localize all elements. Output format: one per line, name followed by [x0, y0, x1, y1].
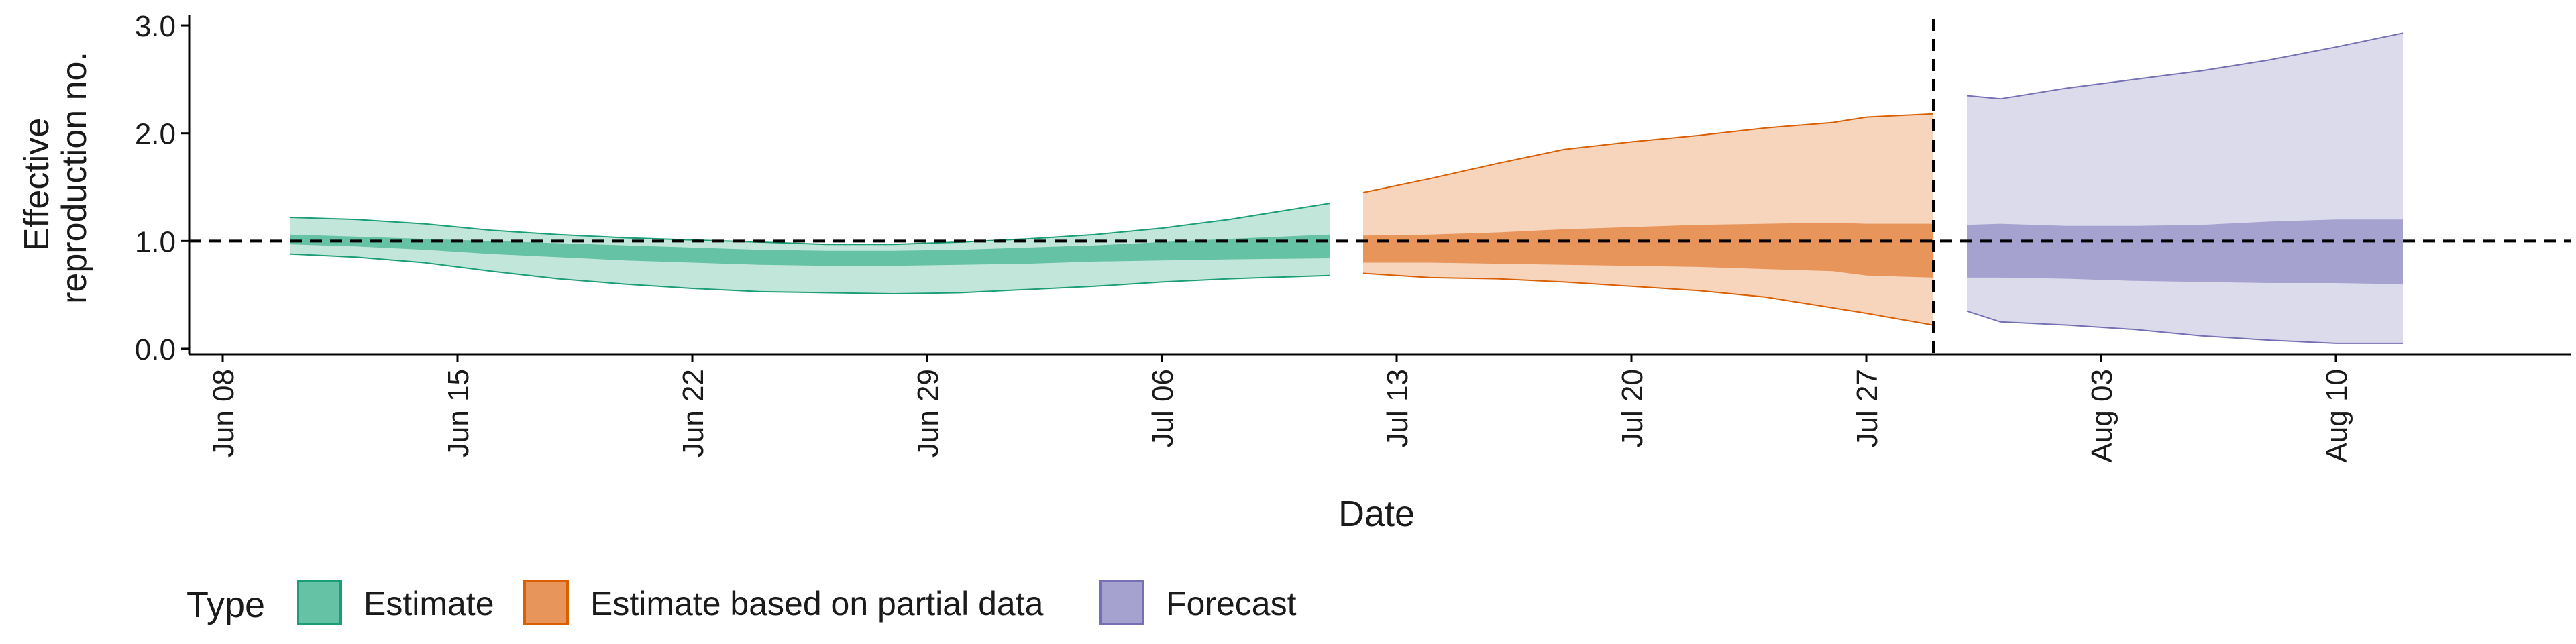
- series-forecast: [1966, 32, 2404, 344]
- y-axis-title-line-2: reproduction no.: [55, 52, 94, 304]
- y-tick-label: 2.0: [135, 118, 176, 151]
- x-tick-label: Jul 13: [1381, 369, 1414, 447]
- x-tick-label: Jul 06: [1146, 369, 1179, 447]
- legend-key-estimate-based-on-partial-data: [523, 580, 569, 625]
- x-tick-label: Jun 15: [442, 369, 475, 458]
- outer-lower-line: [1362, 272, 1934, 326]
- x-tick-label: Jun 08: [207, 369, 240, 458]
- legend-label-estimate: Estimate: [364, 585, 494, 623]
- y-tick-label: 1.0: [135, 225, 176, 258]
- x-tick-label: Jun 22: [677, 369, 710, 458]
- legend-label-forecast: Forecast: [1166, 585, 1297, 623]
- legend-key-forecast: [1099, 580, 1144, 625]
- outer-lower-line: [289, 253, 1330, 295]
- x-tick-label: Aug 03: [2086, 369, 2118, 462]
- legend-key-estimate: [297, 580, 342, 625]
- axes: 0.0 1.0 2.0 3.0 Jun 08 Jun 15 Jun 22 Jun 29 Jul …: [135, 10, 2571, 462]
- x-tick-label: Aug 10: [2320, 369, 2353, 462]
- y-axis-title-line-1: Effective: [17, 118, 56, 251]
- y-tick-label: 3.0: [135, 10, 176, 43]
- legend-title: Type: [186, 585, 265, 625]
- y-tick-label: 0.0: [135, 333, 176, 366]
- plot-area: [189, 19, 2571, 354]
- inner-interval-band: [290, 234, 1330, 266]
- x-tick-label: Jun 29: [912, 369, 945, 458]
- outer-upper-line: [289, 203, 1330, 246]
- outer-interval-band: [1363, 113, 1933, 325]
- series-estimate: [289, 203, 1330, 295]
- outer-interval-band: [290, 203, 1330, 294]
- series-estimate-based-on-partial-data: [1362, 113, 1934, 326]
- inner-interval-band: [1363, 223, 1933, 278]
- x-tick-label: Jul 20: [1616, 369, 1649, 447]
- outer-upper-line: [1362, 113, 1934, 193]
- outer-interval-band: [1967, 33, 2403, 343]
- inner-interval-band: [1967, 219, 2403, 284]
- x-tick-label: Jul 27: [1851, 369, 1884, 447]
- outer-upper-line: [1966, 32, 2404, 100]
- legend: Type Estimate Estimate based on partial d…: [186, 580, 1297, 625]
- legend-label-estimate-based-on-partial-data: Estimate based on partial data: [590, 585, 1044, 623]
- x-axis-title: Date: [1338, 494, 1415, 534]
- outer-lower-line: [1966, 310, 2403, 344]
